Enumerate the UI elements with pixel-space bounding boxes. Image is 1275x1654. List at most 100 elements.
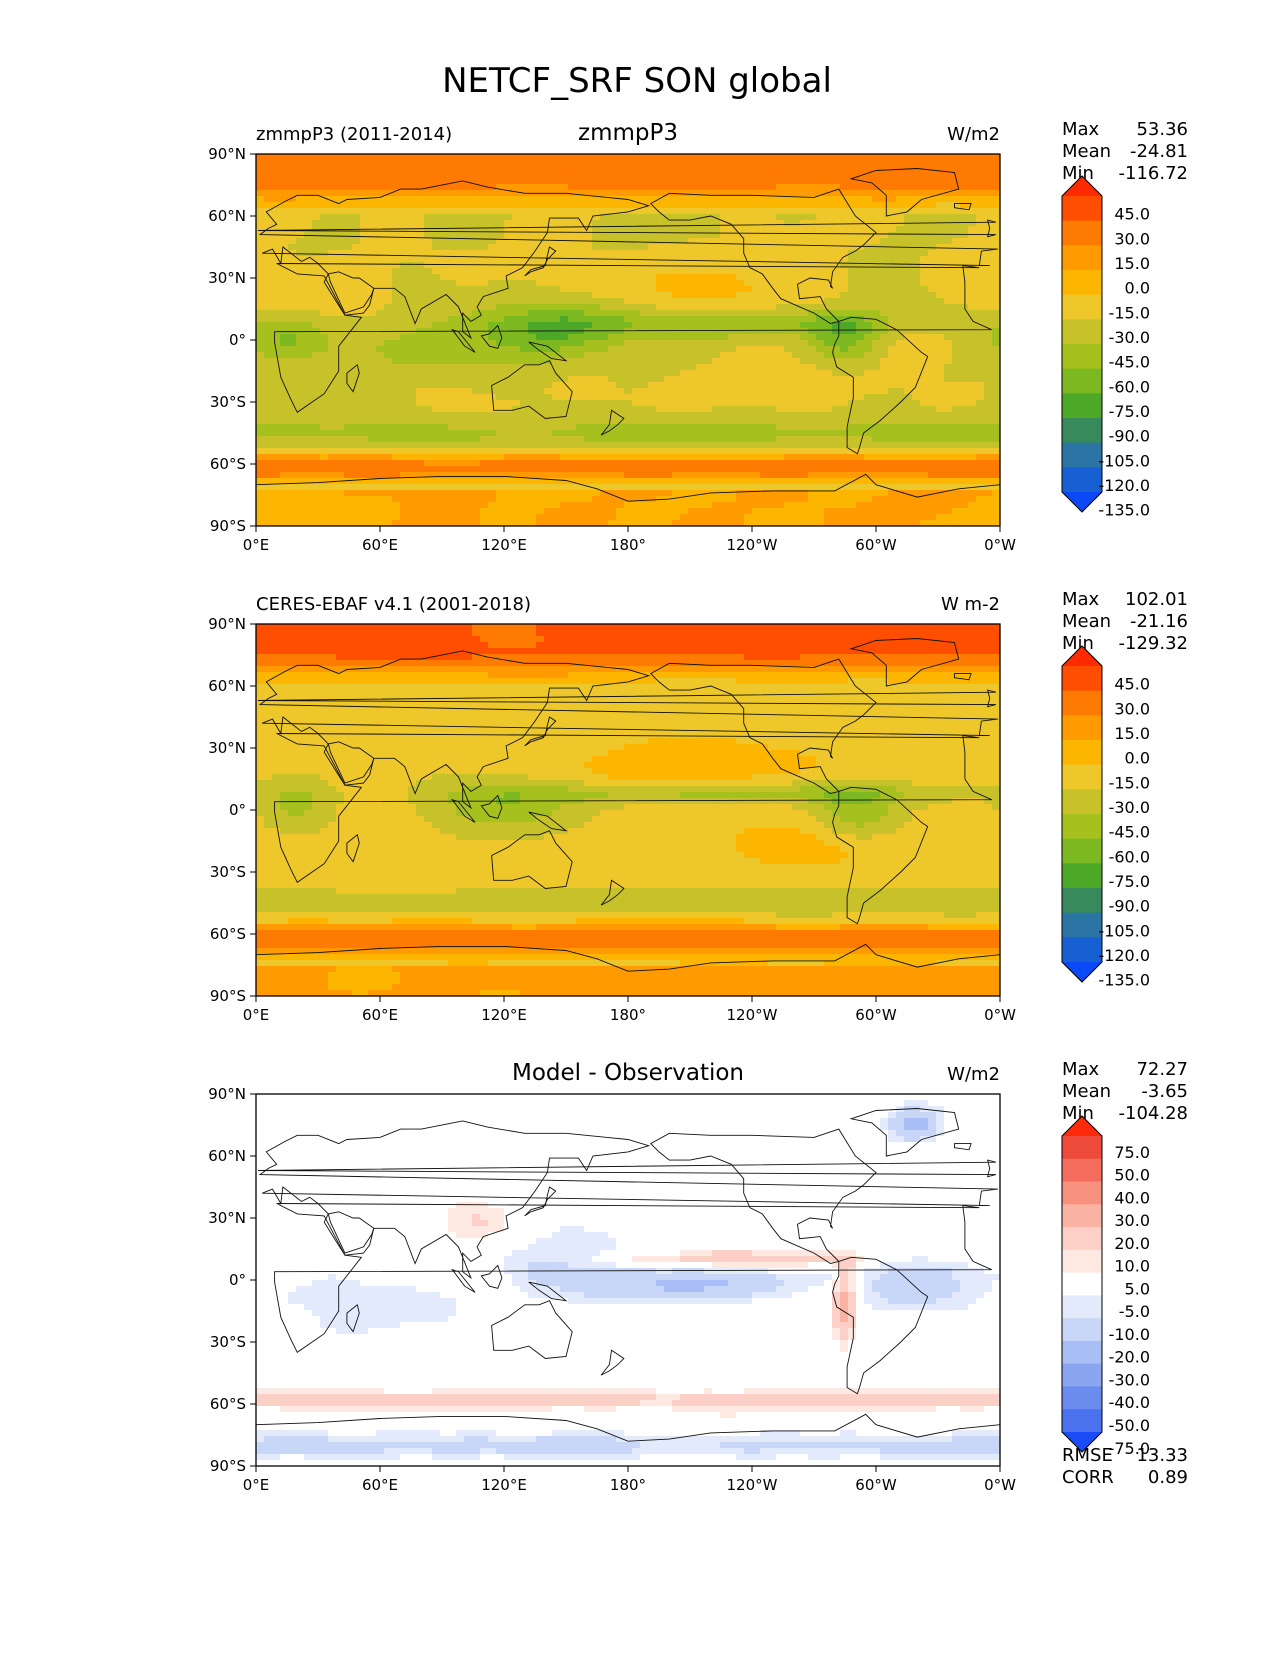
y-tick-label: 90°N bbox=[208, 615, 246, 633]
x-tick-label: 0°E bbox=[243, 1476, 270, 1494]
stat-mean-label: Mean bbox=[1062, 141, 1111, 162]
x-tick-label: 120°E bbox=[481, 1006, 527, 1024]
stat-max-label: Max bbox=[1062, 119, 1100, 140]
coast-eurasia bbox=[258, 1120, 998, 1280]
colorbar-tick-label: 30.0 bbox=[1114, 699, 1150, 718]
colorbar: 45.0 30.0 15.0 0.0 -15.0 -30.0 -45.0 -60.0 -75.0… bbox=[1061, 175, 1150, 520]
coast-greenland bbox=[849, 638, 960, 687]
coast-africa bbox=[274, 263, 992, 413]
coast-arabia bbox=[327, 741, 375, 784]
y-tick-label: 90°N bbox=[208, 1085, 246, 1103]
y-tick-label: 30°S bbox=[210, 393, 246, 411]
colorbar-tick-label: -30.0 bbox=[1109, 798, 1150, 817]
colorbar-extend-bottom bbox=[1062, 1432, 1102, 1452]
coast-greenland bbox=[849, 1108, 960, 1157]
coast-japan bbox=[524, 246, 557, 277]
colorbar-segment bbox=[1062, 442, 1102, 468]
x-tick-label: 0°W bbox=[984, 536, 1016, 554]
colorbar-tick-label: -45.0 bbox=[1109, 353, 1150, 372]
x-tick-label: 120°E bbox=[481, 536, 527, 554]
colorbar-tick-label: -50.0 bbox=[1109, 1416, 1150, 1435]
colorbar-tick-label: 0.0 bbox=[1125, 749, 1150, 768]
x-tick-label: 0°W bbox=[984, 1476, 1016, 1494]
colorbar-tick-label: -15.0 bbox=[1109, 773, 1150, 792]
panel-model: zmmpP3 (2011-2014) zmmpP3 W/m2 Max 53.36… bbox=[208, 119, 1188, 554]
colorbar: 75.0 50.0 40.0 30.0 20.0 10.0 5.0 -5.0 -10.0 -20.… bbox=[1061, 1115, 1150, 1458]
colorbar-segment bbox=[1062, 1386, 1102, 1410]
colorbar-tick-label: -135.0 bbox=[1098, 971, 1150, 990]
y-tick-label: 30°N bbox=[208, 739, 246, 757]
colorbar-segment bbox=[1062, 666, 1102, 692]
stat-mean-label: Mean bbox=[1062, 1081, 1111, 1102]
y-tick-label: 60°S bbox=[210, 1395, 246, 1413]
colorbar-extend-bottom bbox=[1062, 492, 1102, 512]
coast-australia bbox=[491, 1300, 573, 1359]
colorbar-segment bbox=[1062, 344, 1102, 370]
colorbar-segment bbox=[1062, 467, 1102, 493]
metric-corr-value: 0.89 bbox=[1148, 1467, 1188, 1488]
y-tick-label: 0° bbox=[229, 801, 246, 819]
colorbar-tick-label: 45.0 bbox=[1114, 675, 1150, 694]
colorbar-segment bbox=[1062, 196, 1102, 222]
x-tick-label: 60°E bbox=[362, 536, 398, 554]
coast-newguinea bbox=[528, 1281, 568, 1302]
metric-rmse-label: RMSE bbox=[1062, 1445, 1113, 1466]
colorbar-segment bbox=[1062, 245, 1102, 271]
x-tick-label: 60°W bbox=[855, 1006, 897, 1024]
coast-uk bbox=[258, 689, 997, 708]
panel-center-title: Model - Observation bbox=[512, 1060, 744, 1086]
colorbar-segment bbox=[1062, 764, 1102, 790]
colorbar-tick-label: 40.0 bbox=[1114, 1188, 1150, 1207]
coast-greenland bbox=[849, 168, 960, 217]
colorbar-tick-label: 15.0 bbox=[1114, 254, 1150, 273]
panel-left-title: CERES-EBAF v4.1 (2001-2018) bbox=[256, 594, 531, 615]
x-tick-label: 60°E bbox=[362, 1006, 398, 1024]
x-tick-label: 0°W bbox=[984, 1006, 1016, 1024]
map-field bbox=[256, 1094, 1000, 1466]
coast-iceland bbox=[954, 1143, 972, 1151]
colorbar-segment bbox=[1062, 690, 1102, 716]
coast-sumatra bbox=[451, 328, 476, 353]
coast-africa bbox=[274, 733, 992, 883]
y-tick-label: 90°N bbox=[208, 145, 246, 163]
coast-samerica bbox=[832, 316, 929, 455]
colorbar-tick-label: -105.0 bbox=[1098, 451, 1150, 470]
colorbar-extend-top bbox=[1062, 646, 1102, 666]
x-tick-label: 180° bbox=[610, 1006, 646, 1024]
colorbar-tick-label: -75.0 bbox=[1109, 1439, 1150, 1458]
colorbar-tick-label: -90.0 bbox=[1109, 897, 1150, 916]
coast-eurasia bbox=[258, 650, 998, 810]
colorbar-tick-label: 10.0 bbox=[1114, 1257, 1150, 1276]
x-tick-label: 0°E bbox=[243, 1006, 270, 1024]
coast-samerica bbox=[832, 1256, 929, 1395]
colorbar: 45.0 30.0 15.0 0.0 -15.0 -30.0 -45.0 -60.0 -75.0… bbox=[1061, 645, 1150, 990]
colorbar-tick-label: -20.0 bbox=[1109, 1348, 1150, 1367]
coast-nz bbox=[600, 409, 625, 436]
y-tick-label: 30°S bbox=[210, 1333, 246, 1351]
colorbar-tick-label: -10.0 bbox=[1109, 1325, 1150, 1344]
colorbar-tick-label: -40.0 bbox=[1109, 1393, 1150, 1412]
x-tick-label: 120°W bbox=[727, 536, 778, 554]
coast-namerica bbox=[649, 658, 877, 794]
coast-japan bbox=[524, 716, 557, 747]
colorbar-tick-label: 0.0 bbox=[1125, 279, 1150, 298]
panel-left-title: zmmpP3 (2011-2014) bbox=[256, 124, 452, 145]
stat-mean-value: -21.16 bbox=[1130, 611, 1188, 632]
colorbar-extend-top bbox=[1062, 176, 1102, 196]
colorbar-extend-top bbox=[1062, 1116, 1102, 1136]
coast-antarctica bbox=[256, 943, 1000, 996]
x-tick-label: 0°E bbox=[243, 536, 270, 554]
stat-min-value: -129.32 bbox=[1119, 633, 1188, 654]
coast-antarctica bbox=[256, 473, 1000, 526]
coast-borneo bbox=[480, 1264, 503, 1289]
colorbar-tick-label: -60.0 bbox=[1109, 377, 1150, 396]
colorbar-segment bbox=[1062, 1295, 1102, 1319]
y-tick-label: 30°N bbox=[208, 1209, 246, 1227]
map-field bbox=[256, 624, 1000, 996]
stat-min-label: Min bbox=[1062, 163, 1094, 184]
colorbar-tick-label: -30.0 bbox=[1109, 328, 1150, 347]
colorbar-tick-label: -120.0 bbox=[1098, 476, 1150, 495]
colorbar-tick-label: 75.0 bbox=[1114, 1143, 1150, 1162]
x-tick-label: 120°W bbox=[727, 1006, 778, 1024]
x-tick-label: 180° bbox=[610, 1476, 646, 1494]
